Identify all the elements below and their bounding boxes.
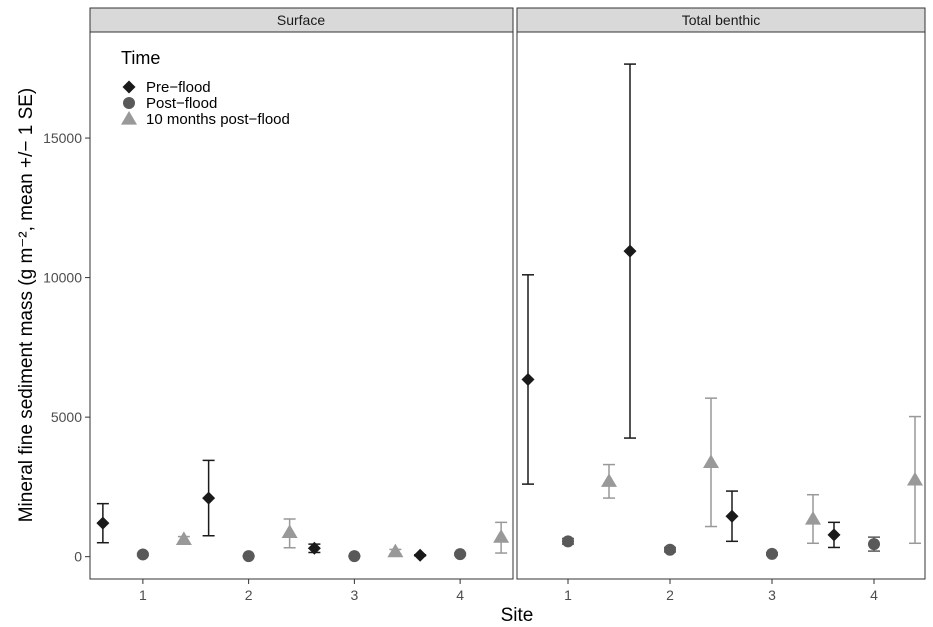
panel-total-benthic: Total benthic — [516, 7, 926, 580]
panel-total-benthic-title: Total benthic — [682, 12, 761, 28]
y-tick-label: 15000 — [43, 130, 82, 146]
x-tick-label: 4 — [870, 587, 878, 603]
data-point — [454, 548, 467, 561]
data-point — [868, 538, 880, 551]
data-point — [242, 550, 255, 563]
x-tick-label: 3 — [350, 587, 358, 603]
x-tick-label: 2 — [666, 587, 674, 603]
panel-surface-frame — [89, 31, 514, 580]
data-point — [562, 535, 574, 548]
panel-total-benthic-frame — [516, 31, 926, 580]
data-point — [96, 516, 110, 530]
legend-key-circle-icon — [123, 97, 135, 109]
data-point — [307, 541, 321, 555]
legend-item-label: Post−flood — [146, 95, 217, 112]
panel-surface: Surface — [89, 7, 514, 580]
y-axis: 0 5000 10000 15000 — [43, 130, 90, 565]
data-point — [521, 372, 535, 386]
x-tick-label: 4 — [456, 587, 464, 603]
x-tick-label: 1 — [139, 587, 147, 603]
data-point — [601, 473, 617, 487]
data-point — [725, 509, 739, 523]
legend-title: Time — [121, 48, 160, 68]
data-point — [387, 543, 404, 558]
legend-key-triangle-icon — [121, 111, 137, 125]
x-tick-label: 2 — [245, 587, 253, 603]
panel-total-benthic-marks — [521, 63, 923, 560]
data-point — [413, 548, 427, 562]
legend-key-diamond-icon — [122, 80, 136, 94]
x-tick-label: 1 — [564, 587, 572, 603]
data-point — [766, 547, 778, 560]
data-point — [703, 454, 719, 468]
legend-item-label: 10 months post−flood — [146, 111, 290, 128]
data-point — [623, 244, 637, 258]
y-tick-label: 0 — [74, 549, 82, 565]
data-point — [805, 510, 821, 525]
data-point — [202, 491, 216, 505]
data-point — [907, 471, 923, 486]
x-axis-title: Site — [501, 605, 534, 626]
data-point — [493, 529, 510, 543]
y-axis-title: Mineral fine sediment mass (g m⁻², mean … — [16, 88, 37, 523]
panel-surface-marks — [96, 459, 510, 563]
panel-total-benthic-strip — [516, 7, 926, 33]
panel-surface-strip — [89, 7, 514, 33]
y-tick-label: 10000 — [43, 270, 82, 286]
data-point — [348, 550, 361, 563]
panel-surface-title: Surface — [277, 12, 325, 28]
x-axis: 1 2 3 4 1 2 3 4 — [139, 579, 878, 603]
legend-item-label: Pre−flood — [146, 79, 211, 96]
x-tick-label: 3 — [768, 587, 776, 603]
data-point — [281, 524, 298, 538]
data-point — [827, 528, 841, 542]
data-point — [175, 531, 192, 545]
y-tick-label: 5000 — [51, 409, 82, 425]
data-point — [136, 548, 149, 561]
data-point — [664, 543, 676, 556]
